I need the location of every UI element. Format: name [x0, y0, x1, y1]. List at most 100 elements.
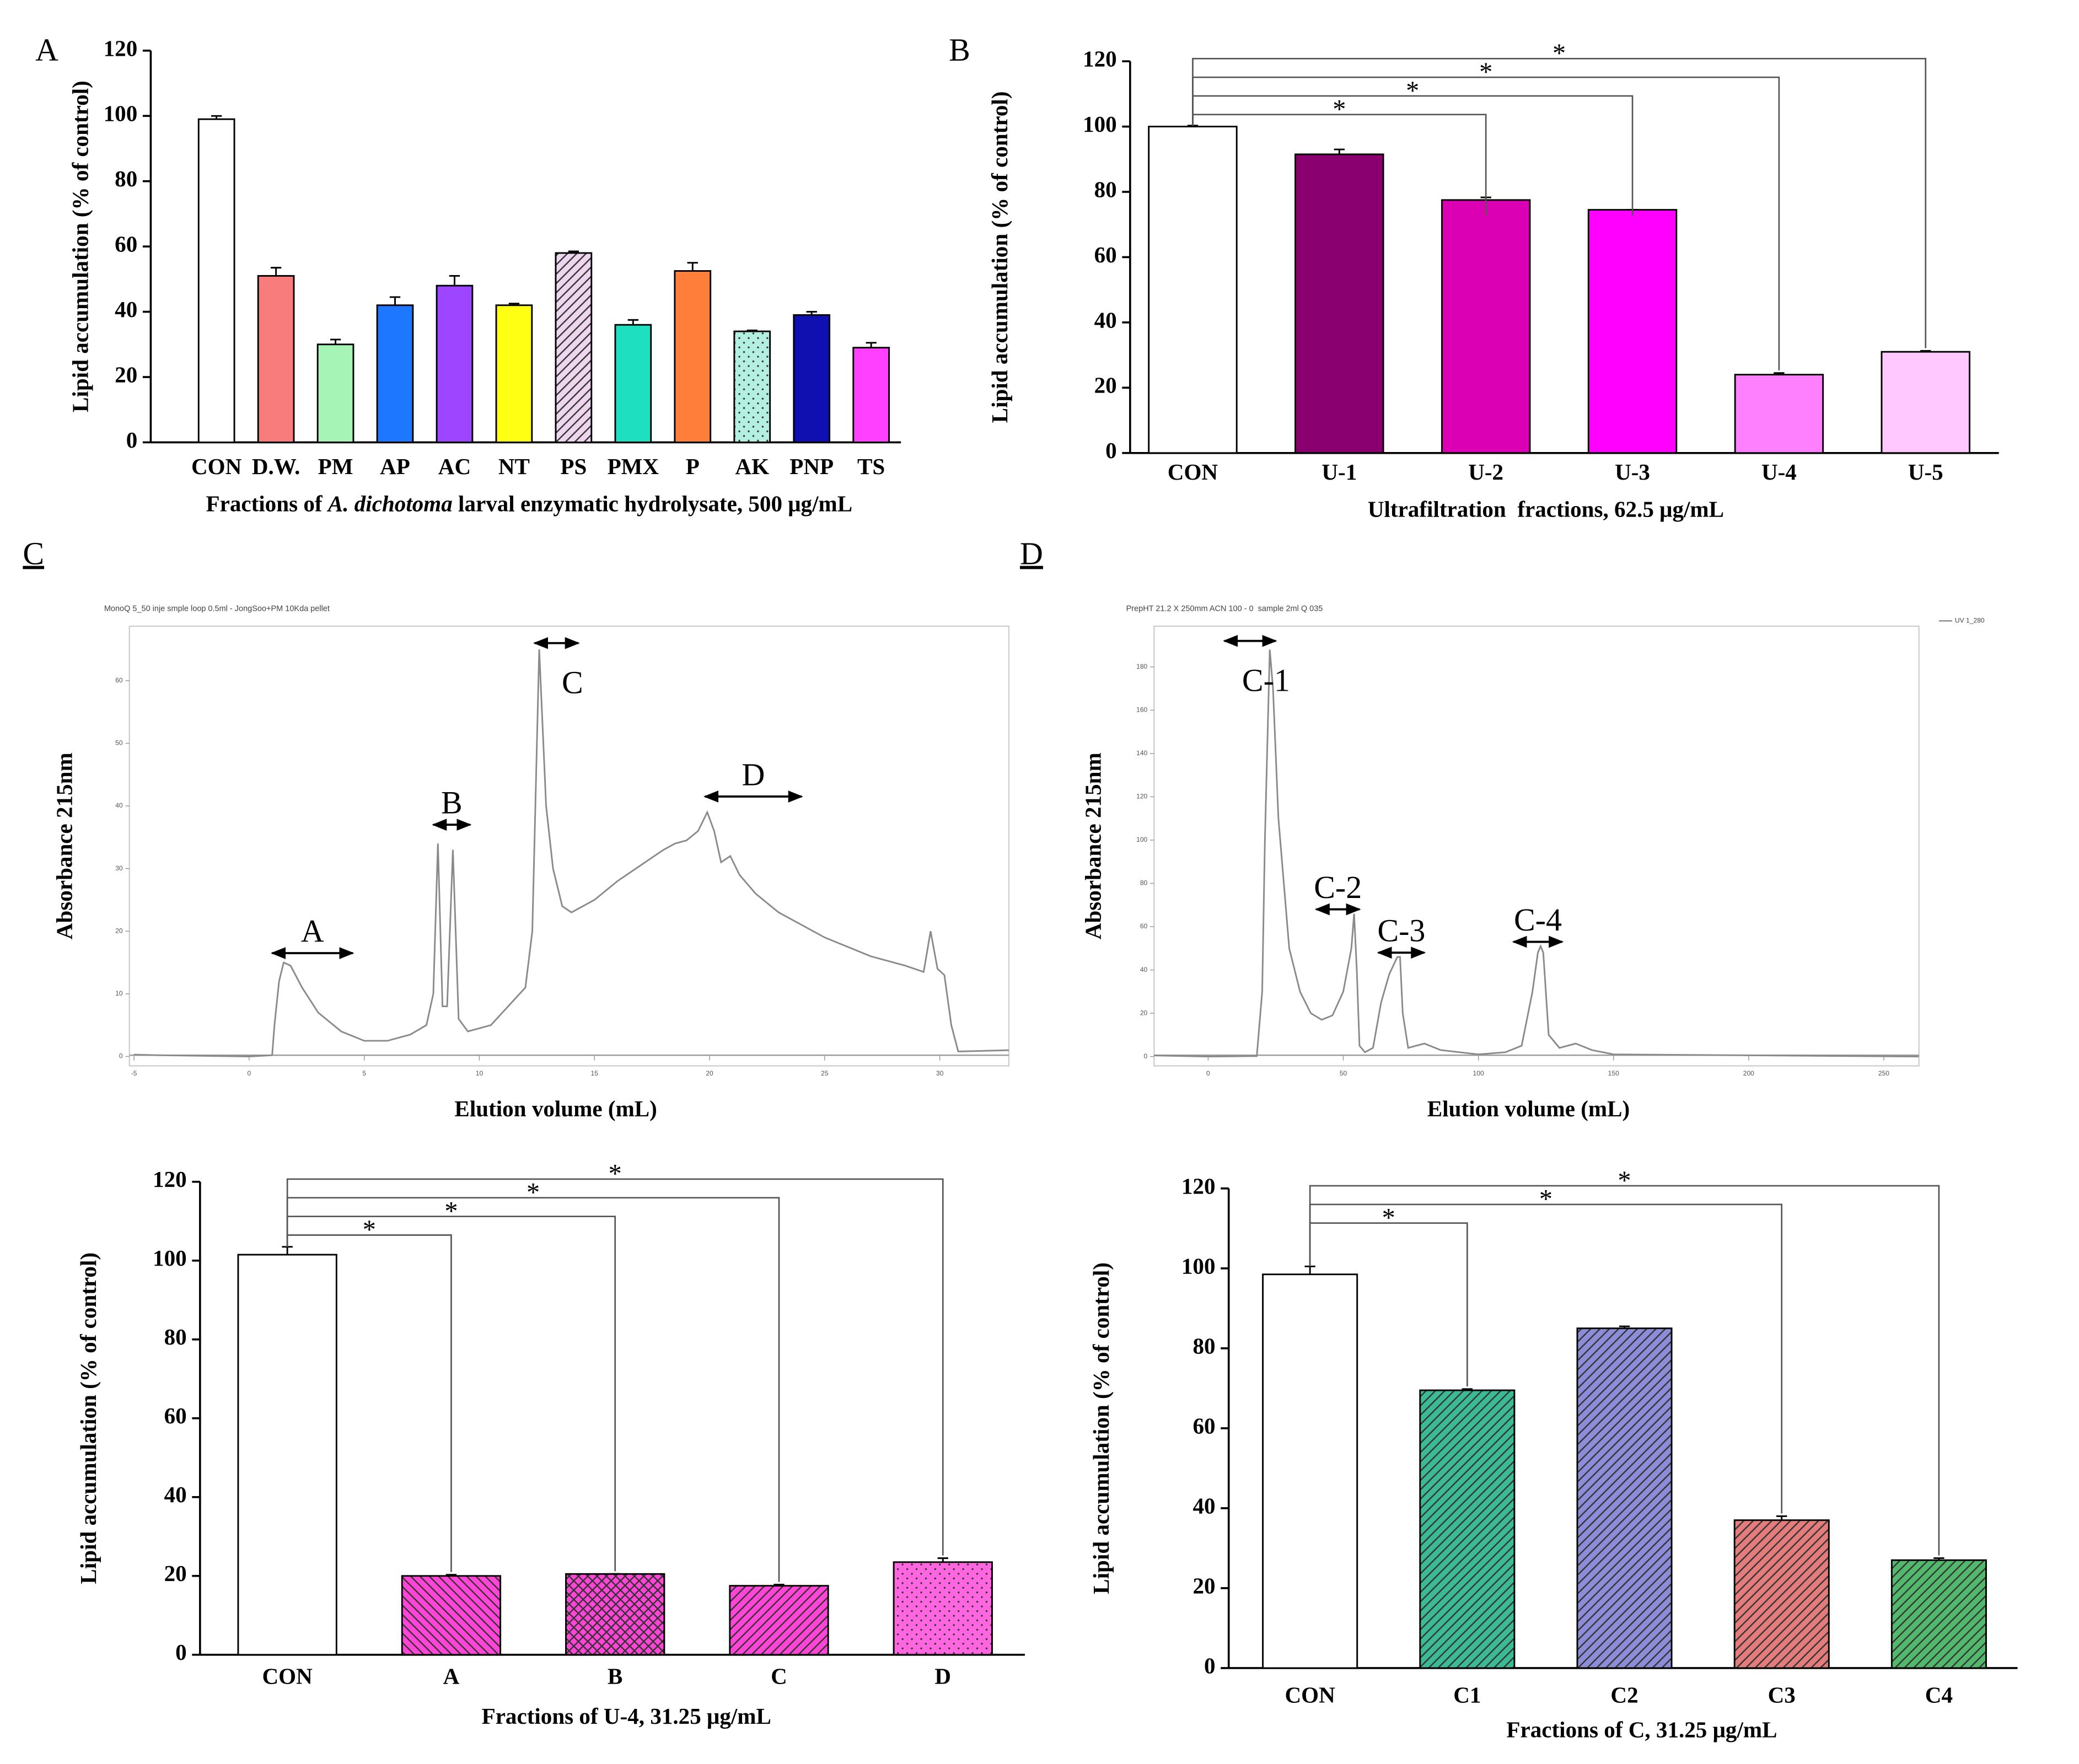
y-axis-label: Lipid accumulation (% of control) [68, 80, 93, 412]
y-tick-label: 20 [1140, 1009, 1148, 1017]
x-tick-label: 150 [1608, 1069, 1619, 1077]
y-tick-label: 100 [153, 1245, 187, 1271]
x-axis-label: Fractions of C, 31.25 μg/mL [1506, 1717, 1777, 1742]
y-tick-label: 100 [1136, 836, 1147, 843]
x-tick-label: D.W. [252, 454, 300, 479]
significance-bracket [1192, 58, 1927, 348]
bar [893, 1561, 993, 1656]
significance-label: * [1406, 76, 1419, 105]
significance-label: * [609, 1159, 622, 1188]
bar [614, 324, 652, 443]
x-axis-label-part: A. dichotoma [326, 491, 453, 517]
y-tick-label: 100 [1181, 1253, 1216, 1278]
y-tick-label: 60 [1094, 242, 1117, 267]
significance-label: * [1382, 1203, 1395, 1233]
x-tick-label: A [443, 1664, 460, 1689]
x-tick-label: P [686, 454, 700, 479]
y-tick-label: 120 [153, 1166, 187, 1192]
x-tick-label: 100 [1473, 1069, 1484, 1077]
x-tick-label: CON [191, 454, 242, 479]
y-tick-label: 0 [1144, 1052, 1148, 1060]
bar [852, 347, 890, 443]
y-tick-label: 40 [1140, 966, 1148, 974]
y-tick-label: 20 [115, 927, 123, 934]
annotation-label: C-4 [1514, 902, 1562, 938]
y-tick-label: 50 [115, 739, 123, 747]
x-tick-label: CON [262, 1664, 313, 1689]
y-axis-label: Lipid accumulation (% of control) [987, 92, 1012, 423]
y-tick-label: 100 [1083, 111, 1117, 137]
y-tick-label: 20 [1192, 1573, 1215, 1598]
x-tick-label: C4 [1925, 1682, 1953, 1708]
x-tick-label: 20 [706, 1069, 713, 1077]
y-tick-label: 120 [104, 35, 138, 61]
y-tick-label: 60 [1140, 922, 1148, 930]
x-tick-label: 30 [936, 1069, 944, 1077]
y-tick-label: 160 [1136, 706, 1147, 714]
x-axis-label: Elution volume (mL) [454, 1096, 657, 1121]
y-tick-label: 60 [164, 1403, 187, 1428]
bar [1148, 126, 1238, 454]
y-tick-label: 100 [104, 101, 138, 126]
x-tick-label: C [771, 1664, 787, 1689]
y-tick-label: 0 [1105, 438, 1117, 463]
x-tick-label: AK [735, 454, 769, 479]
x-tick-label: PNP [789, 454, 834, 479]
bar [1262, 1273, 1358, 1669]
panel-label: C [23, 536, 44, 572]
bar [1441, 199, 1531, 454]
chart-subtitle: PrepHT 21.2 X 250mm ACN 100 - 0 sample 2… [1126, 604, 1323, 613]
x-tick-label: 50 [1340, 1069, 1347, 1077]
bar [1881, 351, 1970, 454]
y-tick-label: 40 [115, 297, 137, 322]
significance-label: * [527, 1178, 540, 1207]
x-tick-label: 10 [476, 1069, 484, 1077]
x-tick-label: U-1 [1321, 459, 1357, 485]
chart-subtitle: MonoQ 5_50 inje smple loop 0.5ml - JongS… [104, 604, 330, 613]
significance-label: * [444, 1197, 458, 1226]
bar [729, 1585, 829, 1656]
x-axis-label: Ultrafiltration fractions, 62.5 μg/mL [1368, 497, 1724, 522]
y-tick-label: 20 [164, 1561, 187, 1586]
bar [1576, 1327, 1673, 1669]
bar [376, 304, 414, 443]
x-axis-label: Elution volume (mL) [1427, 1096, 1630, 1121]
y-tick-label: 80 [1192, 1333, 1215, 1358]
bar [1890, 1559, 1987, 1669]
annotation-label: C-2 [1314, 869, 1362, 905]
y-tick-label: 180 [1136, 663, 1147, 670]
y-axis-label: Lipid accumulation (% of control) [76, 1252, 101, 1584]
x-tick-label: CON [1285, 1682, 1335, 1708]
x-tick-label: U-4 [1761, 459, 1797, 485]
significance-bracket [286, 1178, 944, 1556]
x-tick-label: NT [498, 454, 530, 479]
y-tick-label: 60 [1192, 1413, 1215, 1438]
bar [674, 270, 712, 443]
x-tick-label: 0 [1206, 1069, 1210, 1077]
y-tick-label: 40 [115, 802, 123, 809]
panel-label: B [949, 32, 970, 68]
bar [555, 252, 593, 443]
x-tick-label: PS [560, 454, 587, 479]
y-tick-label: 80 [1094, 176, 1117, 202]
y-tick-label: 40 [164, 1482, 187, 1507]
x-tick-label: TS [857, 454, 885, 479]
y-tick-label: 10 [115, 989, 123, 997]
x-tick-label: PM [318, 454, 353, 479]
x-tick-label: PMX [608, 454, 659, 479]
significance-label: * [1618, 1166, 1631, 1195]
x-tick-label: AC [438, 454, 471, 479]
x-tick-label: 15 [591, 1069, 599, 1077]
x-tick-label: 25 [821, 1069, 829, 1077]
bar [316, 343, 354, 443]
x-axis-label-part: Fractions of [206, 491, 328, 517]
x-tick-label: 5 [362, 1069, 366, 1077]
y-tick-label: 80 [115, 166, 137, 191]
x-axis-label: Fractions of U-4, 31.25 μg/mL [482, 1703, 771, 1729]
bar [1733, 1519, 1830, 1669]
y-tick-label: 80 [1140, 879, 1148, 887]
annotation-label: C [562, 664, 583, 700]
x-tick-label: C3 [1768, 1682, 1796, 1708]
x-tick-label: D [934, 1664, 951, 1689]
